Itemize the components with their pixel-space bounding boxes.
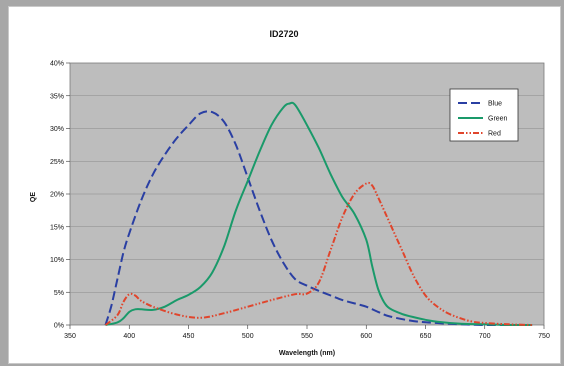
x-tick-label: 650 (420, 333, 432, 340)
series-line-blue (104, 110, 533, 327)
legend-label-blue: Blue (488, 101, 502, 108)
legend-label-green: Green (488, 116, 508, 123)
tick-labels: 0% 5% 10% 15% 20% 25% 30% 35% 40% 350 400 450 500 550… (50, 61, 550, 341)
y-tick-label: 35% (50, 93, 64, 100)
x-tick-label: 500 (242, 333, 254, 340)
x-tick-label: 350 (64, 333, 76, 340)
y-axis-title: QE (30, 192, 37, 202)
legend: Blue Green Red (449, 88, 519, 142)
y-tick-label: 0% (54, 323, 64, 330)
x-tick-label: 600 (360, 333, 372, 340)
x-tick-label: 750 (538, 333, 550, 340)
chart-title: ID2720 (269, 29, 298, 39)
series-line-red (104, 181, 533, 326)
x-axis-title: Wavelength (nm) (279, 350, 335, 357)
legend-label-red: Red (488, 131, 501, 138)
series-line-green (105, 101, 533, 327)
x-tick-label: 550 (301, 333, 313, 340)
x-tick-label: 450 (183, 333, 195, 340)
x-tick-label: 400 (123, 333, 135, 340)
axes (66, 62, 545, 329)
y-tick-label: 40% (50, 61, 64, 68)
series-lines (104, 101, 533, 327)
chart-frame: ID2720 0% 5% 10% 15% 20% 25% 30% 35% 40% 350 400 45… (8, 6, 561, 364)
chart-svg: ID2720 0% 5% 10% 15% 20% 25% 30% 35% 40% 350 400 45… (30, 29, 550, 357)
y-tick-label: 10% (50, 257, 64, 264)
y-tick-label: 5% (54, 290, 64, 297)
y-tick-label: 20% (50, 192, 64, 199)
y-tick-label: 15% (50, 224, 64, 231)
y-tick-label: 30% (50, 126, 64, 133)
y-tick-label: 25% (50, 159, 64, 166)
x-tick-label: 700 (479, 333, 491, 340)
